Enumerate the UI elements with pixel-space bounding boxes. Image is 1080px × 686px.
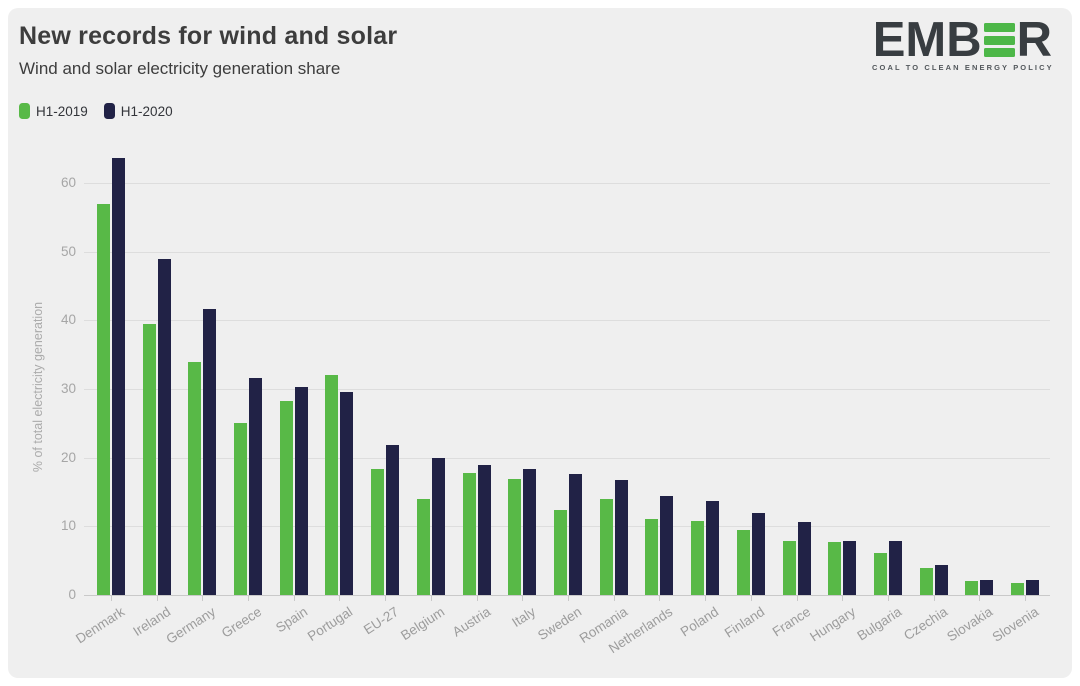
legend-swatch-h1-2019 <box>19 103 30 119</box>
legend: H1-2019 H1-2020 <box>19 103 173 119</box>
bar-h1-2020-eu-27 <box>386 445 400 595</box>
gridline-30 <box>84 389 1050 390</box>
legend-label-h1-2019: H1-2019 <box>36 103 88 119</box>
x-tick-eu-27 <box>385 596 387 601</box>
bar-h1-2020-romania <box>614 480 628 595</box>
bar-h1-2019-hungary <box>828 542 842 595</box>
chart-subtitle: Wind and solar electricity generation sh… <box>19 59 341 78</box>
ember-logo-text-r: R <box>1016 13 1052 67</box>
gridline-20 <box>84 457 1050 459</box>
x-tick-austria <box>476 596 478 601</box>
y-tick-label-60: 60 <box>60 175 76 190</box>
bar-h1-2019-ireland <box>142 324 156 595</box>
bar-h1-2020-bulgaria <box>889 541 902 595</box>
ember-logo: EMB R COAL TO CLEAN ENERGY POLICY <box>872 13 1054 73</box>
x-tick-poland <box>705 596 707 601</box>
y-tick-label-40: 40 <box>60 312 76 328</box>
x-tick-portugal <box>339 596 341 601</box>
bar-h1-2020-slovakia <box>980 580 994 595</box>
bar-h1-2020-belgium <box>431 458 445 595</box>
bar-h1-2019-netherlands <box>645 519 659 595</box>
ember-logo-text-emb: EMB <box>872 13 982 67</box>
bar-h1-2020-denmark <box>111 158 125 595</box>
x-tick-finland <box>750 596 752 601</box>
bar-h1-2019-finland <box>736 530 750 595</box>
y-tick-label-10: 10 <box>60 518 76 534</box>
x-tick-italy <box>522 596 524 601</box>
bar-h1-2020-portugal <box>340 392 354 595</box>
x-tick-denmark <box>110 596 112 601</box>
bar-h1-2020-slovenia <box>1026 580 1040 595</box>
ember-logo-green-e-icon <box>983 23 1015 58</box>
gridline-60 <box>84 183 1050 184</box>
x-tick-bulgaria <box>888 596 889 601</box>
x-tick-germany <box>202 596 204 601</box>
x-tick-czechia <box>933 596 935 601</box>
y-tick-label-0: 0 <box>68 587 76 602</box>
bar-h1-2019-slovenia <box>1011 583 1025 595</box>
gridline-10 <box>84 526 1050 528</box>
bar-h1-2019-poland <box>691 521 705 595</box>
ember-logo-wordmark: EMB R <box>872 13 1052 67</box>
x-tick-romania <box>613 596 615 601</box>
x-tick-spain <box>293 596 295 601</box>
y-tick-label-50: 50 <box>60 243 76 259</box>
x-tick-ireland <box>156 596 158 601</box>
gridline-50 <box>84 251 1050 253</box>
chart-title: New records for wind and solar <box>19 22 398 50</box>
bar-h1-2020-germany <box>203 309 217 595</box>
legend-item-h1-2020: H1-2020 <box>103 103 173 119</box>
x-tick-hungary <box>842 596 844 601</box>
bar-h1-2020-greece <box>249 378 262 595</box>
bar-h1-2020-hungary <box>843 541 857 595</box>
y-tick-label-20: 20 <box>60 449 76 465</box>
bar-h1-2020-ireland <box>157 259 171 595</box>
x-tick-netherlands <box>659 596 661 601</box>
bar-h1-2019-germany <box>188 362 202 595</box>
bar-h1-2020-czechia <box>934 565 948 595</box>
bar-h1-2019-bulgaria <box>874 553 887 595</box>
bar-h1-2019-eu-27 <box>371 469 385 595</box>
bar-h1-2019-sweden <box>554 510 567 595</box>
x-tick-sweden <box>568 596 569 601</box>
bar-h1-2019-denmark <box>96 204 110 595</box>
bar-h1-2019-romania <box>599 499 613 595</box>
x-tick-france <box>796 596 798 601</box>
bar-h1-2019-spain <box>279 401 293 595</box>
x-tick-greece <box>248 596 249 601</box>
bar-h1-2019-belgium <box>416 499 430 595</box>
legend-swatch-h1-2020 <box>103 103 115 119</box>
bar-h1-2020-sweden <box>569 474 582 595</box>
bar-h1-2019-czechia <box>919 568 933 595</box>
gridline-40 <box>84 320 1050 322</box>
ember-logo-tagline: COAL TO CLEAN ENERGY POLICY <box>872 63 1054 72</box>
bar-h1-2019-france <box>782 541 796 595</box>
bar-h1-2020-spain <box>294 387 308 595</box>
x-tick-slovakia <box>979 596 981 601</box>
bar-h1-2019-slovakia <box>965 581 979 595</box>
bar-h1-2020-finland <box>751 513 765 595</box>
bar-h1-2019-greece <box>234 423 247 595</box>
y-tick-label-30: 30 <box>60 381 76 396</box>
bar-h1-2020-france <box>797 522 811 595</box>
x-tick-slovenia <box>1025 596 1027 601</box>
bar-h1-2019-austria <box>462 473 476 595</box>
bar-h1-2019-portugal <box>325 375 339 595</box>
gridline-0 <box>84 595 1050 596</box>
legend-label-h1-2020: H1-2020 <box>120 103 173 119</box>
bar-h1-2020-poland <box>706 501 720 595</box>
legend-item-h1-2019: H1-2019 <box>19 103 88 119</box>
bar-h1-2020-austria <box>477 465 491 595</box>
bar-h1-2020-netherlands <box>660 496 674 595</box>
bar-h1-2019-italy <box>508 479 522 595</box>
x-tick-belgium <box>430 596 432 601</box>
bar-h1-2020-italy <box>523 469 537 595</box>
